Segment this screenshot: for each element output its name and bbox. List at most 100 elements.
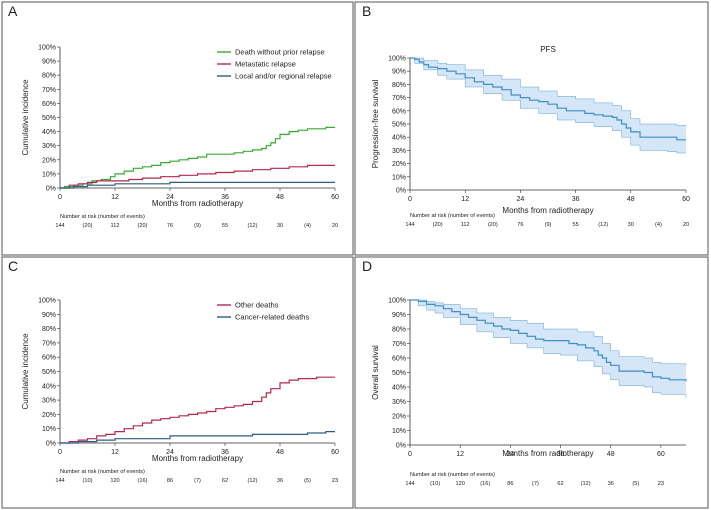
risk-table-value: (7) [532,481,539,487]
risk-table-value: 62 [557,481,563,487]
x-tick-label: 48 [276,449,284,456]
x-tick-label: 36 [221,449,229,456]
risk-table-value: 36 [277,478,283,484]
risk-table-value: (9) [545,222,552,228]
panel-frame-a [1,1,354,256]
y-tick-label: 60% [392,108,406,115]
y-tick-label: 0% [46,186,56,193]
risk-table-value: 55 [222,223,228,229]
y-tick-label: 30% [42,143,56,150]
y-tick-label: 0% [396,188,406,195]
y-tick-label: 70% [392,341,406,348]
risk-table-value: 20 [332,223,338,229]
risk-table-value: (12) [581,481,591,487]
y-tick-label: 30% [42,398,56,405]
risk-table-value: 86 [167,478,173,484]
y-tick-label: 80% [392,82,406,89]
risk-table-value: 55 [572,222,578,228]
ci-upper-line [410,299,687,366]
y-tick-label: 60% [42,355,56,362]
y-tick-label: 20% [42,412,56,419]
series-line-local-and-or-regional-relapse [60,181,335,189]
x-tick-label: 60 [331,449,339,456]
x-tick-label: 48 [276,194,284,201]
risk-table-value: (4) [304,223,311,229]
risk-table-value: 112 [111,223,120,229]
x-tick-label: 48 [627,196,635,203]
legend-label: Other deaths [235,301,279,310]
panel-frame-c [1,256,354,509]
risk-table-value: 86 [507,481,513,487]
risk-table-value: (20) [83,223,93,229]
risk-table-value: (10) [83,478,93,484]
y-tick-label: 100% [388,56,406,63]
risk-table-value: 144 [405,222,414,228]
risk-table-title: Number at risk (number of events) [60,469,145,475]
y-tick-label: 50% [392,370,406,377]
panel-frame-d [354,256,709,509]
y-tick-label: 30% [392,399,406,406]
x-tick-label: 60 [331,194,339,201]
y-tick-label: 90% [42,312,56,319]
legend-label: Cancer-related deaths [235,313,309,322]
x-tick-label: 60 [657,451,665,458]
x-tick-label: 24 [506,451,514,458]
risk-table-value: 120 [456,481,465,487]
y-tick-label: 90% [392,312,406,319]
y-tick-label: 80% [42,73,56,80]
y-tick-label: 50% [42,369,56,376]
risk-table-value: 76 [167,223,173,229]
risk-table-value: (16) [480,481,490,487]
ci-lower-line [410,57,686,154]
risk-table-title: Number at risk (number of events) [60,214,145,220]
y-tick-label: 50% [42,115,56,122]
risk-table-value: 62 [222,478,228,484]
y-tick-label: 20% [42,157,56,164]
y-tick-label: 20% [392,161,406,168]
risk-table-value: 30 [277,223,283,229]
y-tick-label: 10% [42,171,56,178]
x-tick-label: 12 [111,449,119,456]
risk-table-value: (7) [194,478,201,484]
risk-table-value: (12) [248,478,258,484]
y-tick-label: 50% [392,122,406,129]
risk-table-value: 112 [461,222,470,228]
y-tick-label: 40% [42,383,56,390]
y-tick-label: 60% [392,356,406,363]
x-tick-label: 36 [572,196,580,203]
ci-upper-line [410,57,686,126]
x-tick-label: 48 [607,451,615,458]
y-tick-label: 10% [42,426,56,433]
y-tick-label: 20% [392,414,406,421]
confidence-band [410,58,686,153]
risk-table-value: (4) [655,222,662,228]
risk-table-value: 144 [55,223,64,229]
risk-table-value: 36 [608,481,614,487]
x-tick-label: 24 [166,194,174,201]
x-tick-label: 12 [111,194,119,201]
risk-table-value: (5) [632,481,639,487]
risk-table-value: 20 [683,222,689,228]
panel-letter: B [362,3,371,19]
risk-table-value: 144 [405,481,414,487]
x-tick-label: 24 [166,449,174,456]
ci-lower-line [410,299,687,399]
y-tick-label: 70% [392,95,406,102]
x-tick-label: 0 [408,196,412,203]
x-tick-label: 0 [58,449,62,456]
y-tick-label: 0% [46,441,56,448]
y-tick-label: 80% [392,327,406,334]
y-tick-label: 100% [38,298,56,305]
x-tick-label: 36 [221,194,229,201]
risk-table-value: 144 [55,478,64,484]
y-tick-label: 40% [42,129,56,136]
risk-table-title: Number at risk (number of events) [410,213,495,219]
risk-table-value: (20) [433,222,443,228]
y-tick-label: 10% [392,174,406,181]
risk-table-value: (12) [598,222,608,228]
y-tick-label: 90% [42,59,56,66]
y-axis-label: Overall survival [371,345,380,400]
panel-d: D 0% 10% 20% 30% 40% 50% 60% 70% 80% 90% 100% 0 12 24 3… [362,258,687,487]
